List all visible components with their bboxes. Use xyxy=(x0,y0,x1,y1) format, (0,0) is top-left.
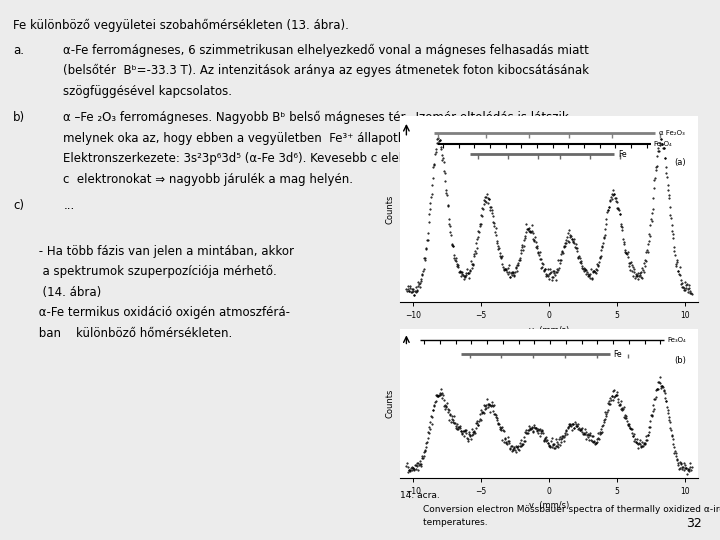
Text: ᴄ  elektronokat ⇒ nagyobb járulék a mag helyén.: ᴄ elektronokat ⇒ nagyobb járulék a mag h… xyxy=(63,173,354,186)
Text: Fe különböző vegyületei szobahőmérsékleten (13. ábra).: Fe különböző vegyületei szobahőmérséklet… xyxy=(13,19,348,32)
Text: c): c) xyxy=(13,199,24,212)
Text: 32: 32 xyxy=(686,517,702,530)
Y-axis label: Counts: Counts xyxy=(385,194,394,224)
Text: melynek oka az, hogy ebben a vegyületben  Fe³⁺ állapotban van a vas.: melynek oka az, hogy ebben a vegyületben… xyxy=(63,132,485,145)
Text: (14. ábra): (14. ábra) xyxy=(35,286,101,299)
Text: (a): (a) xyxy=(674,158,685,167)
Text: α-Fe ferromágneses, 6 szimmetrikusan elhelyezkedő vonal a mágneses felhasadás mi: α-Fe ferromágneses, 6 szimmetrikusan elh… xyxy=(63,44,589,57)
Text: a.: a. xyxy=(13,44,24,57)
Text: b): b) xyxy=(13,111,25,124)
X-axis label: v  (mm/s): v (mm/s) xyxy=(529,502,569,510)
Text: Fe₃O₄: Fe₃O₄ xyxy=(654,140,672,146)
Text: 14. acra.: 14. acra. xyxy=(400,491,439,501)
X-axis label: v  (mm/s): v (mm/s) xyxy=(529,326,569,335)
Text: α Fe₂O₃: α Fe₂O₃ xyxy=(659,130,685,136)
Text: Fe: Fe xyxy=(618,150,627,159)
Text: (b): (b) xyxy=(674,356,686,366)
Text: temperatures.: temperatures. xyxy=(400,518,487,528)
Text: Fe: Fe xyxy=(613,350,621,359)
Text: - Ha több fázis van jelen a mintában, akkor: - Ha több fázis van jelen a mintában, ak… xyxy=(35,245,294,258)
Text: a spektrumok szuperpozíciója mérhető.: a spektrumok szuperpozíciója mérhető. xyxy=(35,265,276,278)
Text: Conversion electron Mössbauer spectra of thermally oxidized α-iron at different: Conversion electron Mössbauer spectra of… xyxy=(400,505,720,514)
Text: α –Fe ₂O₃ ferromágneses. Nagyobb Bᵇ belső mágneses tér.  Izomér eltolódás is lát: α –Fe ₂O₃ ferromágneses. Nagyobb Bᵇ bels… xyxy=(63,111,573,124)
Text: ...: ... xyxy=(63,199,75,212)
Text: α-Fe termikus oxidáció oxigén atmoszférá-: α-Fe termikus oxidáció oxigén atmoszférá… xyxy=(35,306,289,319)
Text: ban    különböző hőmérsékleten.: ban különböző hőmérsékleten. xyxy=(35,327,232,340)
Text: szögfüggésével kapcsolatos.: szögfüggésével kapcsolatos. xyxy=(63,85,233,98)
Text: Fe₃O₄: Fe₃O₄ xyxy=(667,337,686,343)
Text: Elektronszerkezete: 3s²3p⁶3d⁵ (α-Fe 3d⁶). Kevesebb ᴄ elektron kevésbé árnyékolja: Elektronszerkezete: 3s²3p⁶3d⁵ (α-Fe 3d⁶)… xyxy=(63,152,580,165)
Text: (belsőtér  Bᵇ=-33.3 T). Az intenzitások aránya az egyes átmenetek foton kibocsát: (belsőtér Bᵇ=-33.3 T). Az intenzitások a… xyxy=(63,64,590,77)
Y-axis label: Counts: Counts xyxy=(385,389,394,419)
